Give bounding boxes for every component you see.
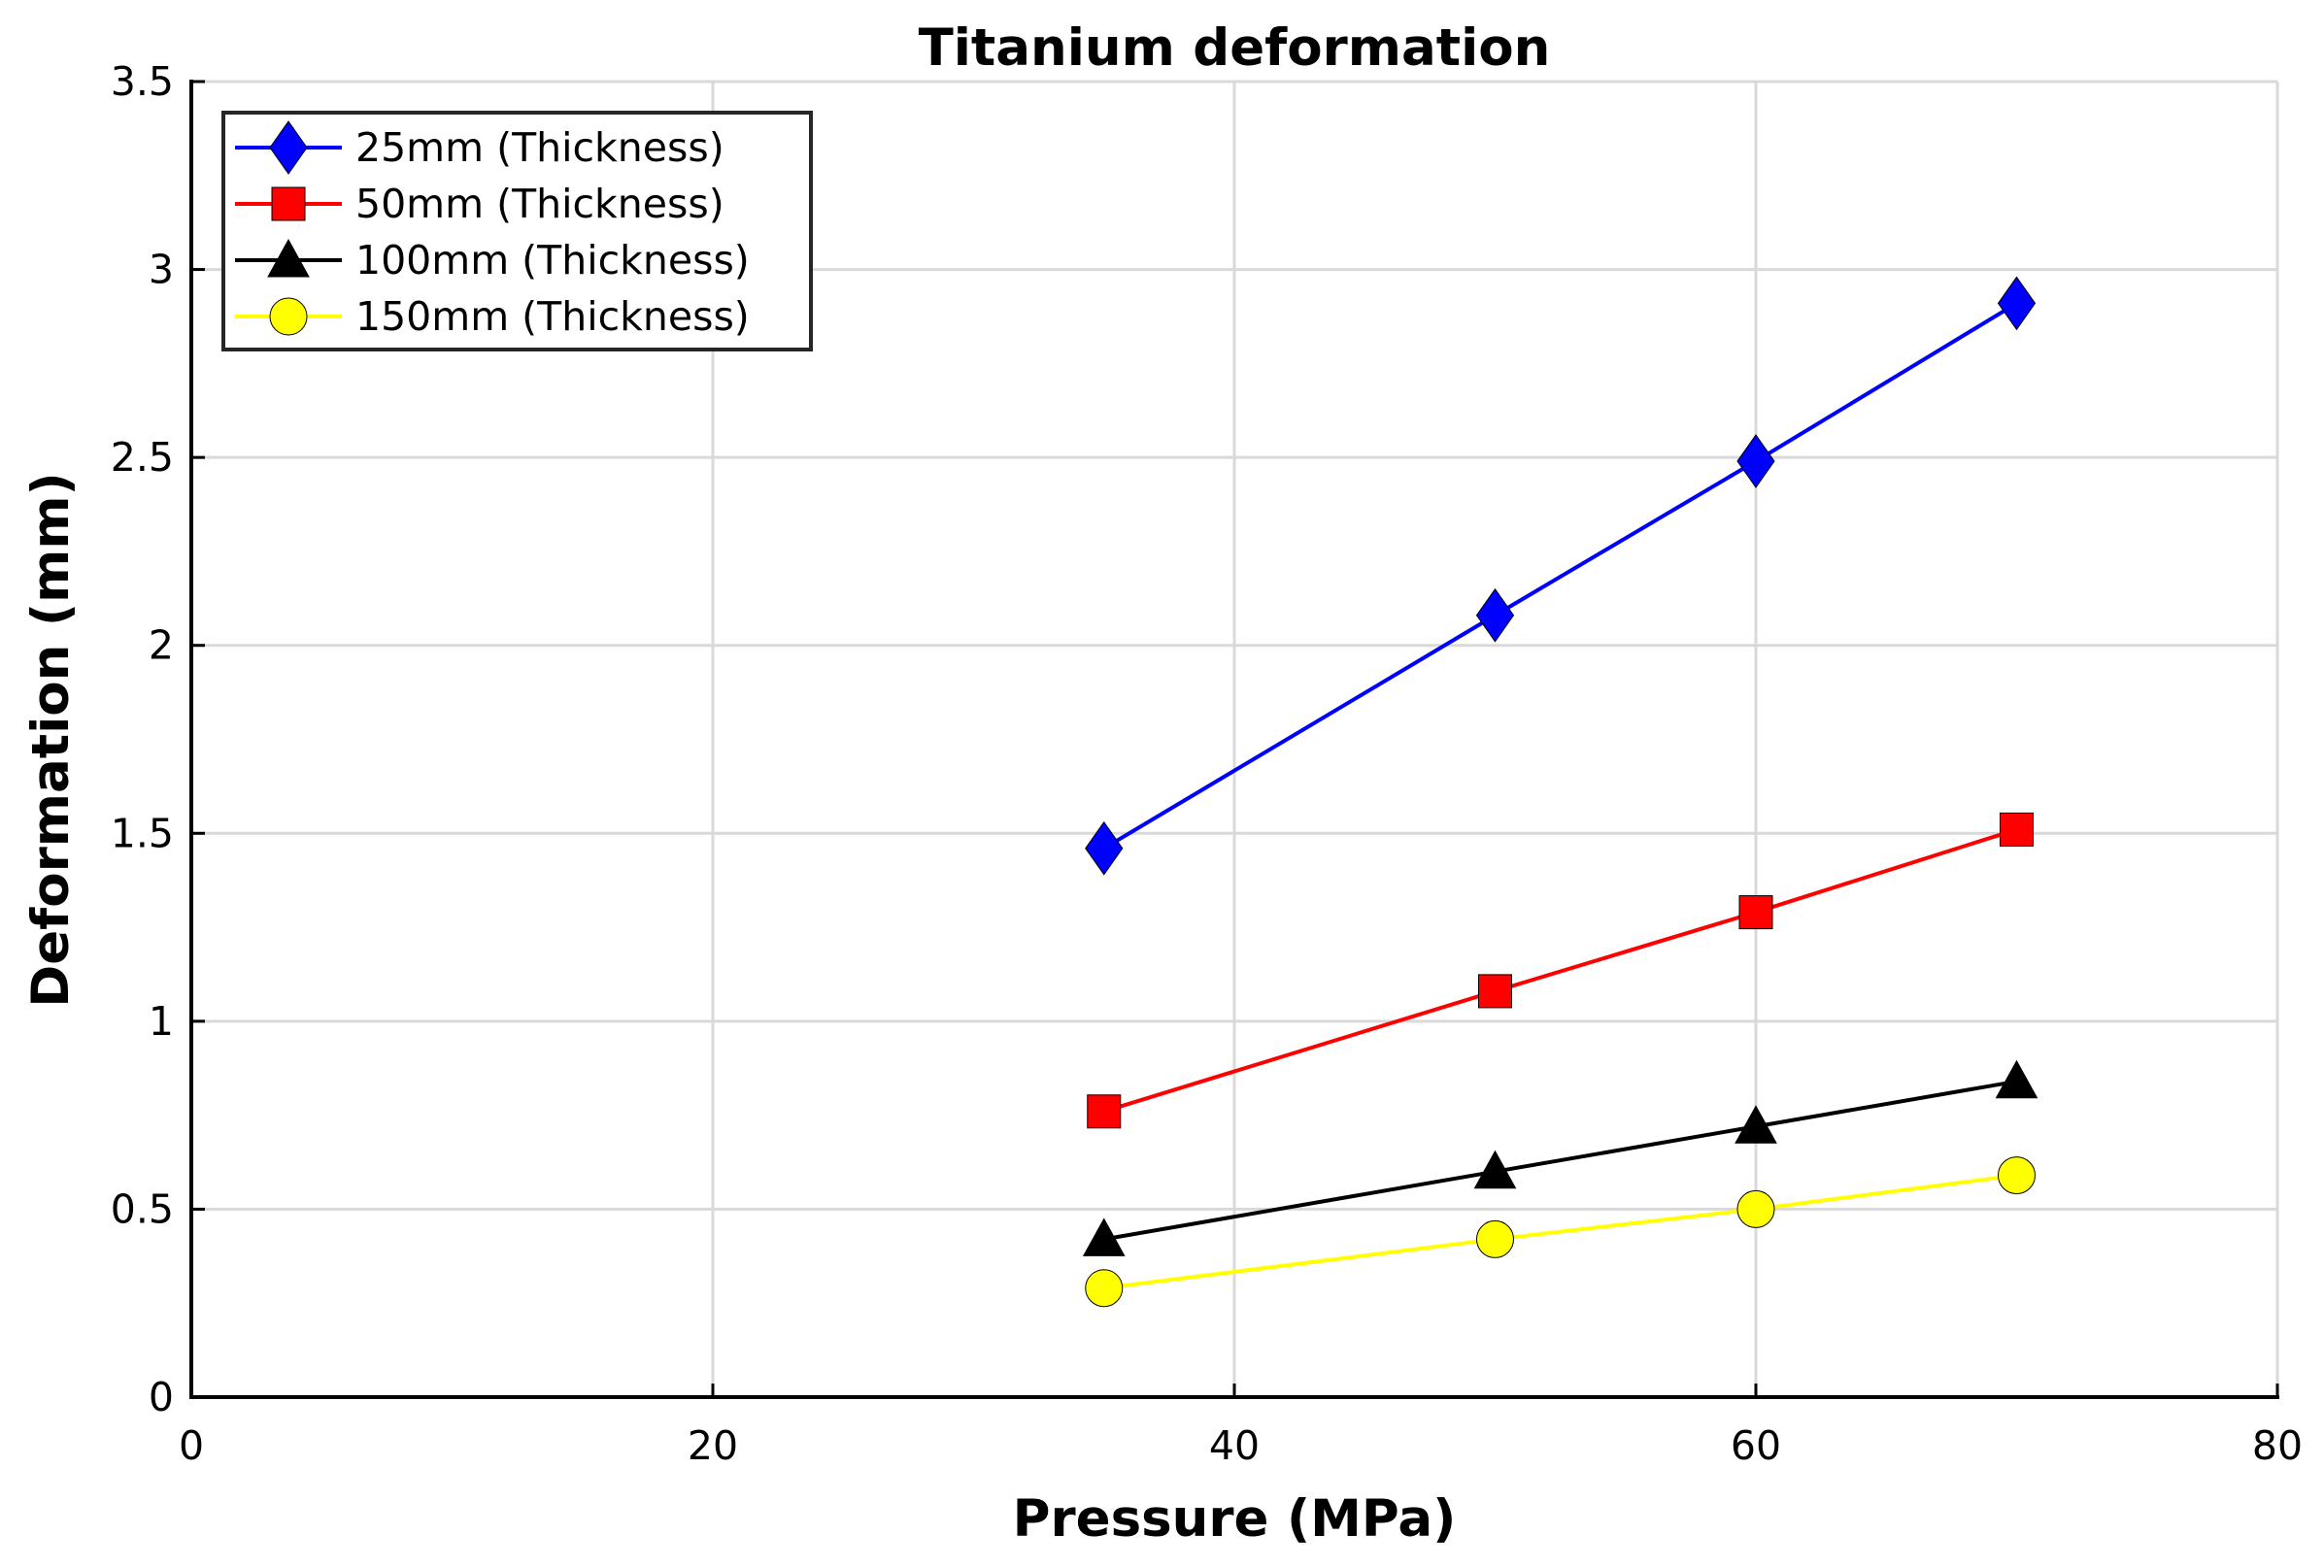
y-tick-label: 0.5 [111,1185,174,1232]
x-axis-label: Pressure (MPa) [1013,1489,1457,1549]
series-line [1103,1079,2017,1242]
y-tick-label: 2 [149,622,174,669]
x-tick-label: 80 [2252,1422,2303,1469]
x-tick-label: 60 [1731,1422,1781,1469]
data-point-triangle [1995,1059,2038,1099]
y-tick-label: 3.5 [111,58,174,105]
series-1 [1085,276,2037,876]
axis-ticks: 0 20 40 60 80 0 0.5 1 1.5 2 2.5 3 3.5 [111,58,2303,1469]
data-point-diamond [1475,587,1515,643]
series-layer [1082,276,2038,1308]
series-3 [1082,1059,2038,1256]
series-2 [1087,812,2034,1129]
legend-label: 25mm (Thickness) [355,124,724,171]
data-point-diamond [1736,434,1775,488]
legend-label: 150mm (Thickness) [355,293,750,340]
series-line [1103,827,2018,1114]
data-point-square [1738,895,1773,930]
series-4 [1085,1156,2036,1308]
legend-marker-square [271,186,306,221]
series-line [1103,1173,2017,1290]
y-axis-label: Deformation (mm) [21,472,81,1008]
legend-entry: 150mm (Thickness) [235,293,750,340]
legend-marker-triangle [267,238,310,278]
data-point-square [2000,812,2034,847]
legend-box [221,111,813,351]
legend-entry: 50mm (Thickness) [235,181,724,227]
data-point-triangle [1473,1150,1517,1189]
data-point-circle [1476,1219,1514,1258]
y-tick-label: 1 [149,998,174,1045]
y-tick-label: 2.5 [111,434,174,481]
legend: 25mm (Thickness) 50mm (Thickness) 100mm (T… [221,111,813,351]
legend-entry: 25mm (Thickness) [235,120,724,175]
grid-lines [189,80,2279,1399]
data-point-diamond [1085,820,1124,876]
legend-label: 50mm (Thickness) [355,181,724,227]
x-tick-label: 20 [688,1422,738,1469]
x-tick-label: 40 [1209,1422,1260,1469]
data-point-square [1087,1094,1122,1129]
y-tick-label: 0 [149,1374,174,1420]
legend-label: 100mm (Thickness) [355,237,750,284]
legend-entry: 100mm (Thickness) [235,237,750,284]
data-point-triangle [1082,1218,1126,1256]
x-tick-label: 0 [179,1422,204,1469]
data-point-circle [1998,1156,2036,1195]
data-point-square [1478,974,1512,1009]
data-point-diamond [1997,276,2037,331]
legend-marker-diamond [269,120,308,175]
series-line [1102,301,2018,851]
legend-marker-circle [269,297,308,336]
data-point-triangle [1735,1105,1777,1144]
chart-title: Titanium deformation [919,18,1551,78]
data-point-circle [1085,1269,1124,1308]
y-tick-label: 3 [149,247,174,293]
y-tick-label: 1.5 [111,810,174,856]
data-point-circle [1736,1189,1775,1228]
